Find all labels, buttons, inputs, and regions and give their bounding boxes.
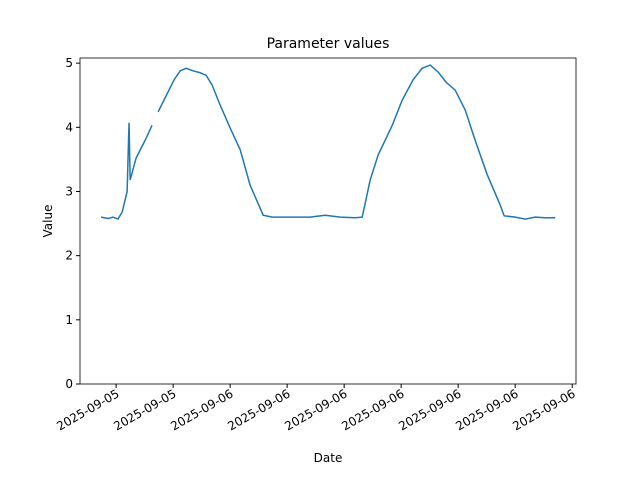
y-axis-label: Value <box>41 205 55 238</box>
y-tick-label: 4 <box>65 120 73 134</box>
x-axis-label: Date <box>314 451 343 465</box>
chart-title: Parameter values <box>267 36 390 52</box>
plot-frame <box>79 57 577 385</box>
y-tick-label: 1 <box>65 313 73 327</box>
y-tick-label: 0 <box>65 377 73 391</box>
data-line <box>157 64 556 220</box>
y-tick-label: 2 <box>65 249 73 263</box>
y-tick-label: 5 <box>65 56 73 70</box>
y-tick-label: 3 <box>65 184 73 198</box>
data-line <box>100 122 153 221</box>
